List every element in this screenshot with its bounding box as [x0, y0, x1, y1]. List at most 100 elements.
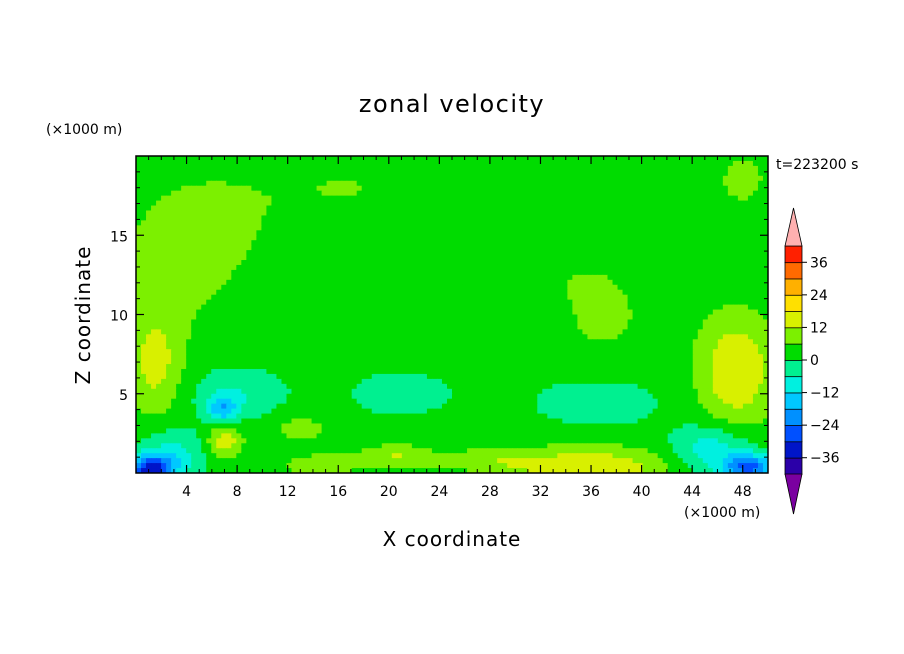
- field-cell: [246, 225, 252, 231]
- field-cell: [361, 160, 368, 167]
- field-cell: [156, 225, 162, 231]
- field-cell: [441, 185, 448, 192]
- field-cell: [251, 220, 257, 226]
- field-cell: [321, 215, 328, 221]
- field-cell: [492, 170, 498, 177]
- field-cell: [351, 309, 358, 316]
- field-cell: [687, 200, 694, 207]
- field-cell: [587, 334, 594, 340]
- field-cell: [161, 344, 167, 350]
- field-cell: [722, 175, 729, 182]
- field-cell: [682, 255, 689, 261]
- field-cell: [256, 215, 262, 221]
- field-cell: [537, 294, 543, 301]
- field-cell: [216, 299, 222, 306]
- field-cell: [446, 170, 453, 177]
- field-cell: [647, 294, 654, 301]
- field-cell: [592, 344, 599, 350]
- field-cell: [637, 215, 644, 221]
- field-cell: [637, 225, 644, 231]
- field-cell: [617, 284, 624, 291]
- field-cell: [426, 215, 433, 221]
- field-cell: [487, 185, 493, 192]
- field-cell: [627, 334, 634, 340]
- field-cell: [492, 274, 498, 281]
- field-cell: [567, 180, 573, 187]
- field-cell: [381, 304, 388, 311]
- field-cell: [396, 269, 403, 276]
- field-cell: [642, 170, 649, 177]
- field-cell: [361, 180, 368, 187]
- field-cell: [507, 304, 513, 311]
- field-cell: [221, 185, 227, 192]
- field-cell: [642, 274, 649, 281]
- field-cell: [717, 339, 724, 345]
- field-cell: [216, 324, 222, 330]
- field-cell: [577, 245, 584, 251]
- field-cell: [301, 289, 308, 296]
- field-cell: [411, 314, 418, 321]
- field-cell: [211, 240, 217, 246]
- field-cell: [341, 260, 348, 266]
- field-cell: [316, 264, 323, 271]
- field-cell: [216, 220, 222, 226]
- field-cell: [492, 225, 498, 231]
- field-cell: [406, 264, 413, 271]
- field-cell: [311, 215, 318, 221]
- field-cell: [702, 344, 709, 350]
- field-cell: [467, 260, 473, 266]
- field-cell: [201, 165, 207, 172]
- field-cell: [642, 240, 649, 246]
- field-cell: [236, 309, 242, 316]
- field-cell: [286, 304, 293, 311]
- field-cell: [371, 190, 378, 197]
- field-cell: [266, 329, 273, 335]
- field-cell: [727, 245, 734, 251]
- field-cell: [737, 304, 744, 311]
- field-cell: [336, 269, 343, 276]
- field-cell: [647, 175, 654, 182]
- field-cell: [542, 245, 548, 251]
- field-cell: [176, 156, 182, 162]
- field-cell: [462, 309, 468, 316]
- field-cell: [326, 289, 333, 296]
- field-cell: [532, 235, 538, 241]
- field-cell: [141, 165, 147, 172]
- field-cell: [166, 230, 172, 236]
- field-cell: [572, 240, 578, 246]
- field-cell: [426, 329, 433, 335]
- field-cell: [762, 309, 768, 316]
- field-cell: [176, 235, 182, 241]
- field-cell: [547, 240, 553, 246]
- field-cell: [737, 215, 744, 221]
- field-cell: [762, 185, 768, 192]
- field-cell: [747, 260, 754, 266]
- field-cell: [266, 324, 273, 330]
- field-cell: [482, 294, 488, 301]
- field-cell: [316, 255, 323, 261]
- field-cell: [712, 344, 719, 350]
- field-cell: [346, 195, 353, 202]
- field-cell: [246, 160, 252, 167]
- field-cell: [602, 339, 609, 345]
- field-cell: [612, 279, 619, 286]
- field-cell: [446, 235, 453, 241]
- field-cell: [532, 284, 538, 291]
- field-cell: [542, 156, 548, 162]
- field-cell: [266, 210, 273, 217]
- field-cell: [426, 339, 433, 345]
- field-cell: [707, 250, 714, 256]
- field-cell: [697, 210, 704, 217]
- field-cell: [667, 210, 674, 217]
- field-cell: [547, 279, 553, 286]
- field-cell: [151, 215, 157, 221]
- field-cell: [386, 274, 393, 281]
- field-cell: [577, 329, 584, 335]
- field-cell: [186, 250, 192, 256]
- field-cell: [762, 235, 768, 241]
- field-cell: [707, 344, 714, 350]
- field-cell: [431, 269, 438, 276]
- field-cell: [391, 190, 398, 197]
- field-cell: [672, 170, 679, 177]
- field-cell: [622, 274, 629, 281]
